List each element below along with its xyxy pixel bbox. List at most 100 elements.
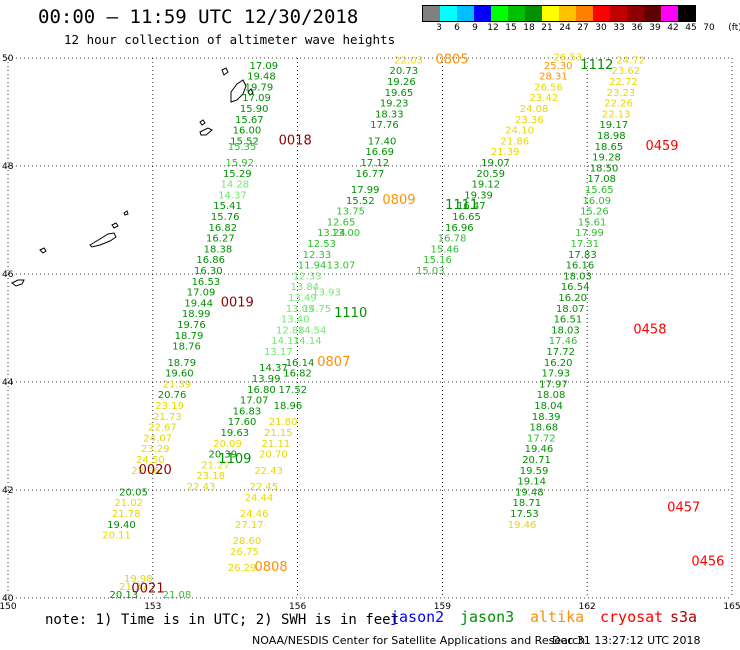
wave-height-label: 24.50: [136, 455, 165, 466]
pass-time-label: 1109: [218, 452, 251, 467]
wave-height-label: 12.53: [307, 239, 336, 250]
lon-tick-label: 156: [289, 602, 306, 612]
legend-label: 21: [541, 23, 553, 33]
legend-swatch: [423, 6, 440, 21]
wave-height-label: 13.49: [288, 293, 317, 304]
wave-height-label: 19.14: [517, 477, 546, 488]
wave-height-label: 16.20: [544, 358, 573, 369]
pass-time-label: 0459: [645, 139, 678, 154]
legend-label: 18: [523, 23, 535, 33]
wave-height-label: 16.65: [452, 212, 481, 223]
wave-height-label: 18.33: [375, 109, 404, 120]
wave-height-label: 26.53: [554, 53, 583, 64]
wave-height-label: 16.69: [365, 147, 394, 158]
wave-height-label: 21.27: [201, 460, 230, 471]
wave-height-label: 15.35: [228, 142, 257, 153]
island-8: [111, 222, 119, 229]
wave-height-label: 13.07: [327, 261, 356, 272]
wave-height-label: 14.75: [303, 304, 332, 315]
lat-tick-label: 46: [2, 270, 14, 280]
legend-label: 30: [595, 23, 607, 33]
wave-height-label: 15.90: [240, 104, 269, 115]
pass-time-label: 0019: [221, 295, 254, 310]
wave-height-label: 28.31: [539, 72, 568, 83]
wave-height-label: 18.99: [182, 309, 211, 320]
wave-height-label: 17.31: [570, 239, 599, 250]
wave-height-label: 16.80: [247, 385, 276, 396]
wave-height-label: 15.52: [346, 196, 375, 207]
wave-height-label: 12.88: [276, 325, 305, 336]
wave-height-label: 16.86: [196, 255, 225, 266]
wave-height-label: 17.76: [370, 120, 399, 131]
wave-height-label: 22.72: [609, 77, 638, 88]
island-9: [39, 247, 47, 254]
wave-height-label: 17.07: [240, 396, 269, 407]
satellite-label-cryosat: cryosat: [600, 608, 664, 626]
note-text: note: 1) Time is in UTC; 2) SWH is in fe…: [45, 612, 400, 628]
legend-label: 15: [505, 23, 517, 33]
wave-height-label: 24.07: [143, 433, 172, 444]
legend-label: 12: [487, 23, 499, 33]
wave-height-label: 19.12: [472, 180, 501, 191]
wave-height-label: 16.14: [286, 358, 315, 369]
pass-time-label: 0458: [633, 322, 666, 337]
wave-height-label: 18.96: [274, 401, 303, 412]
wave-height-label: 24.72: [616, 55, 645, 66]
legend-label: 33: [613, 23, 625, 33]
wave-height-label: 16.82: [208, 223, 237, 234]
wave-height-label: 17.60: [228, 417, 257, 428]
wave-height-label: 24.46: [240, 509, 269, 520]
wave-height-label: 19.39: [464, 190, 493, 201]
lat-tick-label: 42: [2, 486, 13, 496]
legend-label: 27: [577, 23, 589, 33]
wave-height-label: 18.65: [595, 142, 624, 153]
wave-height-label: 17.93: [542, 369, 571, 380]
track-3: 26.5325.3028.3126.5623.4224.0823.3624.10…: [334, 53, 613, 322]
wave-height-label: 17.72: [527, 433, 556, 444]
wave-height-label: 18.04: [534, 401, 563, 412]
wave-height-label: 13.17: [264, 347, 293, 358]
lat-tick-label: 48: [2, 162, 14, 172]
legend-swatch: [440, 6, 457, 21]
wave-height-label: 18.39: [532, 412, 561, 423]
wave-height-label: 21.08: [163, 590, 192, 601]
wave-height-label: 12.33: [303, 250, 332, 261]
wave-height-label: 23.19: [155, 401, 184, 412]
wave-height-label: 24.08: [520, 104, 549, 115]
wave-height-label: 16.96: [445, 223, 474, 234]
wave-height-label: 21.39: [163, 379, 192, 390]
legend-swatch: [678, 6, 695, 21]
wave-height-label: 13.99: [252, 374, 281, 385]
wave-height-label: 17.09: [249, 61, 278, 72]
lon-tick-label: 159: [434, 602, 451, 612]
wave-height-label: 21.78: [112, 509, 141, 520]
wave-height-label: 13.84: [291, 282, 320, 293]
legend-swatch: [525, 6, 542, 21]
wave-height-label: 26.29: [228, 563, 257, 574]
pass-time-label: 0456: [691, 555, 724, 570]
legend-label: 36: [631, 23, 643, 33]
legend-swatch: [491, 6, 508, 21]
wave-height-label: 19.79: [245, 82, 274, 93]
wave-height-label: 15.26: [580, 207, 609, 218]
wave-height-label: 22.03: [394, 55, 423, 66]
pass-time-label: 0807: [317, 355, 350, 370]
pass-time-label: 1110: [334, 306, 367, 321]
wave-height-label: 19.28: [592, 153, 621, 164]
longitude-labels: 150 153 156 159 162 165: [0, 602, 740, 612]
wave-height-label: 27.17: [235, 520, 264, 531]
wave-height-label: 23.29: [141, 444, 170, 455]
wave-height-label: 20.05: [119, 487, 148, 498]
wave-height-label: 11.94: [298, 261, 327, 272]
wave-height-label: 23.23: [607, 88, 636, 99]
wave-height-label: 19.60: [165, 369, 194, 380]
wave-height-label: 14.54: [298, 325, 327, 336]
wave-height-label: 13.40: [281, 315, 310, 326]
legend-swatch: [593, 6, 610, 21]
wave-height-label: 15.65: [585, 185, 614, 196]
legend-label: 42: [667, 23, 679, 33]
legend-swatch: [610, 6, 627, 21]
